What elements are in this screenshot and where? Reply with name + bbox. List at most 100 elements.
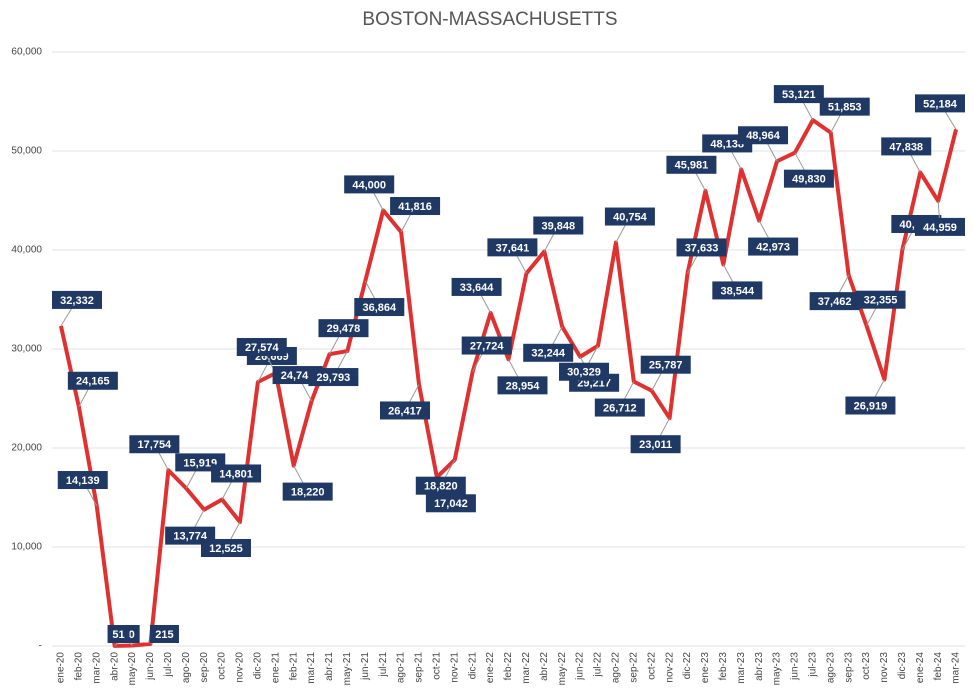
label-box xyxy=(236,338,287,357)
x-tick-label: oct-22 xyxy=(646,652,657,680)
data-label: 27,724 xyxy=(470,340,505,352)
x-tick-label: sep-22 xyxy=(628,652,639,683)
data-label: 41,816 xyxy=(398,201,432,213)
data-label: 52,184 xyxy=(923,98,958,110)
data-label: 45,981 xyxy=(675,160,709,172)
x-tick-label: abr-20 xyxy=(109,652,120,681)
label-box xyxy=(425,494,476,513)
y-tick-label: - xyxy=(39,641,42,652)
x-tick-label: ene-21 xyxy=(270,652,281,684)
label-box xyxy=(379,401,430,420)
label-box xyxy=(451,277,502,296)
label-box xyxy=(845,396,896,415)
label-box xyxy=(523,343,574,362)
x-tick-label: abr-21 xyxy=(324,652,335,681)
data-label: 32,332 xyxy=(60,295,94,307)
data-label: 44,959 xyxy=(923,222,957,234)
x-tick-label: oct-21 xyxy=(432,652,443,680)
data-label: 17,042 xyxy=(434,498,468,510)
x-tick-label: feb-20 xyxy=(73,652,84,681)
label-box xyxy=(461,336,512,355)
data-label: 26,712 xyxy=(603,402,637,414)
data-label: 23,011 xyxy=(639,439,672,451)
data-label: 42,973 xyxy=(756,241,790,253)
data-label: 48,964 xyxy=(746,130,781,142)
data-label: 29,478 xyxy=(327,323,361,335)
x-tick-label: may-23 xyxy=(772,652,783,686)
label-box xyxy=(640,355,691,374)
x-tick-label: ene-24 xyxy=(915,652,926,684)
data-label: 12,525 xyxy=(209,543,243,555)
data-label: 36,864 xyxy=(362,302,397,314)
data-label: 27,574 xyxy=(245,342,280,354)
x-tick-label: jun-22 xyxy=(575,652,586,681)
x-tick-label: sep-20 xyxy=(199,652,210,683)
x-tick-label: jun-20 xyxy=(145,652,156,681)
data-label: 30,329 xyxy=(567,367,601,379)
label-box xyxy=(415,476,466,495)
label-box xyxy=(819,97,870,116)
label-box xyxy=(712,281,763,300)
label-box xyxy=(149,625,179,643)
label-box xyxy=(604,207,655,226)
data-label: 44,000 xyxy=(352,179,386,191)
x-tick-label: feb-23 xyxy=(718,652,729,681)
x-tick-label: mar-21 xyxy=(306,652,317,684)
x-tick-label: sep-23 xyxy=(843,652,854,683)
label-box xyxy=(855,290,906,309)
data-label: 51 xyxy=(112,629,124,641)
x-tick-label: nov-22 xyxy=(664,652,675,683)
x-tick-label: mar-23 xyxy=(736,652,747,684)
y-tick-label: 10,000 xyxy=(11,542,42,553)
data-label: 53,121 xyxy=(782,89,816,101)
label-box xyxy=(200,539,251,558)
x-tick-label: ene-23 xyxy=(700,652,711,684)
label-box xyxy=(354,298,405,317)
x-tick-label: dic-22 xyxy=(682,652,693,680)
label-box xyxy=(390,197,441,216)
label-box xyxy=(738,126,789,145)
x-tick-label: mar-22 xyxy=(521,652,532,684)
data-label: 26,919 xyxy=(854,400,888,412)
x-tick-label: may-20 xyxy=(127,652,138,686)
x-tick-label: oct-23 xyxy=(861,652,872,680)
data-label: 37,633 xyxy=(685,242,719,254)
label-box xyxy=(308,368,359,387)
x-tick-label: jul-21 xyxy=(378,652,389,678)
label-box xyxy=(318,319,369,338)
x-tick-label: may-21 xyxy=(342,652,353,686)
label-box xyxy=(487,238,538,257)
x-tick-label: abr-22 xyxy=(539,652,550,681)
x-tick-label: ago-21 xyxy=(396,652,407,684)
label-box xyxy=(211,464,262,483)
x-tick-label: dic-20 xyxy=(253,652,264,680)
x-tick-label: may-22 xyxy=(557,652,568,686)
label-box xyxy=(344,175,395,194)
x-tick-label: ago-23 xyxy=(825,652,836,684)
label-box xyxy=(559,362,610,381)
x-tick-label: oct-20 xyxy=(217,652,228,680)
data-label: 48,138 xyxy=(710,138,744,150)
label-box xyxy=(497,376,548,395)
label-box xyxy=(52,290,102,309)
x-tick-label: mar-24 xyxy=(951,652,962,684)
y-tick-label: 30,000 xyxy=(11,344,42,355)
label-box xyxy=(533,216,584,235)
data-label: 47,838 xyxy=(889,141,923,153)
x-tick-label: jun-23 xyxy=(790,652,801,681)
x-tick-label: ago-22 xyxy=(611,652,622,684)
data-label: 32,355 xyxy=(864,295,898,307)
label-box xyxy=(630,435,681,454)
x-tick-label: mar-20 xyxy=(91,652,102,684)
x-tick-label: dic-23 xyxy=(897,652,908,680)
x-tick-label: ago-20 xyxy=(181,652,192,684)
x-tick-label: feb-24 xyxy=(933,652,944,681)
data-label: 15,919 xyxy=(183,457,217,469)
x-tick-label: feb-21 xyxy=(288,652,299,681)
data-label: 26,417 xyxy=(388,405,422,417)
label-box xyxy=(57,471,108,490)
data-label: 24,742 xyxy=(281,370,315,382)
data-label: 24,165 xyxy=(76,376,110,388)
